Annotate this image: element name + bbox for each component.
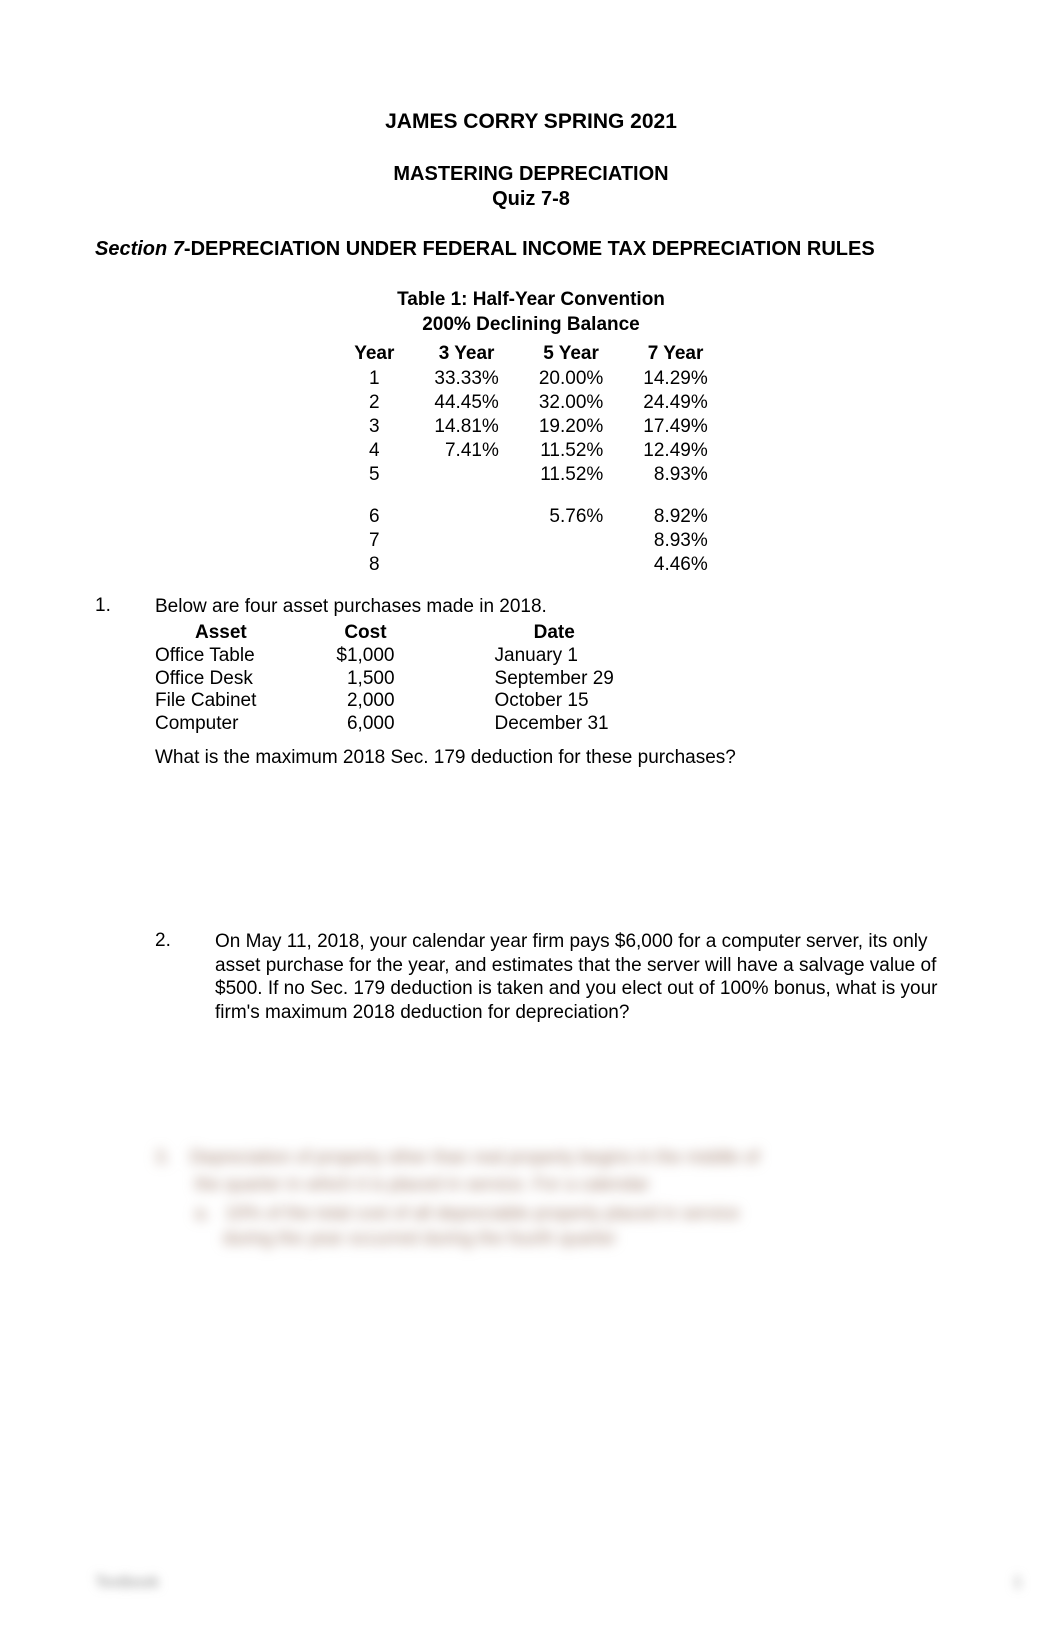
q3-line2: the quarter in which it is placed in ser… (195, 1172, 967, 1197)
q3-sub-marker: a. (195, 1203, 210, 1223)
cell-3year (414, 505, 518, 529)
asset-row: Office Desk 1,500 September 29 (155, 668, 614, 691)
q2-number: 2. (155, 930, 215, 1025)
asset-name-cell: Computer (155, 713, 336, 736)
cell-7year: 8.93% (623, 529, 727, 553)
section-heading: Section 7-DEPRECIATION UNDER FEDERAL INC… (95, 236, 967, 262)
page-header-title: JAMES CORRY SPRING 2021 (95, 110, 967, 134)
table-row: 1 33.33% 20.00% 14.29% (334, 367, 728, 391)
asset-name-cell: File Cabinet (155, 690, 336, 713)
asset-table: Asset Cost Date Office Table $1,000 Janu… (155, 621, 614, 736)
cost-head: Cost (336, 621, 494, 645)
q1-number: 1. (95, 595, 155, 769)
table-header-row: Year 3 Year 5 Year 7 Year (334, 341, 728, 367)
subtitle-line2: Quiz 7-8 (492, 188, 570, 210)
cell-5year: 19.20% (519, 415, 623, 439)
table-row: 8 4.46% (334, 553, 728, 577)
asset-cost-cell: 2,000 (336, 690, 494, 713)
cell-7year: 12.49% (623, 439, 727, 463)
depreciation-table: Year 3 Year 5 Year 7 Year 1 33.33% 20.00… (334, 341, 728, 577)
table1-title: Table 1: Half-Year Convention 200% Decli… (95, 288, 967, 337)
section-dash: - (184, 238, 191, 260)
q3-sub2: during the year occurred during the four… (223, 1226, 616, 1251)
table-row: 7 8.93% (334, 529, 728, 553)
asset-cost-cell: $1,000 (336, 645, 494, 668)
cell-7year: 17.49% (623, 415, 727, 439)
q3-sub1: 10% of the total cost of all depreciable… (225, 1203, 739, 1223)
cell-3year (414, 553, 518, 577)
asset-header-row: Asset Cost Date (155, 621, 614, 645)
cell-5year: 5.76% (519, 505, 623, 529)
section-prefix: Section 7 (95, 238, 184, 260)
table1-title-line2: 200% Declining Balance (422, 314, 640, 335)
col-5year: 5 Year (519, 341, 623, 367)
q1-question-text: What is the maximum 2018 Sec. 179 deduct… (155, 746, 967, 770)
cell-3year (414, 463, 518, 487)
table1-title-line1: Table 1: Half-Year Convention (397, 289, 665, 310)
cell-5year: 32.00% (519, 391, 623, 415)
page-subtitle: MASTERING DEPRECIATION Quiz 7-8 (95, 162, 967, 212)
cell-3year (414, 529, 518, 553)
asset-name-cell: Office Desk (155, 668, 336, 691)
asset-date-cell: September 29 (495, 668, 614, 691)
table-row: 6 5.76% 8.92% (334, 505, 728, 529)
asset-date-cell: October 15 (495, 690, 614, 713)
cell-5year: 11.52% (519, 463, 623, 487)
asset-cost-cell: 6,000 (336, 713, 494, 736)
cell-7year: 8.93% (623, 463, 727, 487)
section-title: DEPRECIATION UNDER FEDERAL INCOME TAX DE… (191, 238, 875, 260)
table-row: 5 11.52% 8.93% (334, 463, 728, 487)
q2-text: On May 11, 2018, your calendar year firm… (215, 930, 967, 1025)
asset-date-cell: January 1 (495, 645, 614, 668)
col-7year: 7 Year (623, 341, 727, 367)
cell-year: 6 (334, 505, 414, 529)
cell-year: 8 (334, 553, 414, 577)
col-year: Year (334, 341, 414, 367)
cell-year: 5 (334, 463, 414, 487)
cell-7year: 8.92% (623, 505, 727, 529)
cell-5year: 20.00% (519, 367, 623, 391)
table-row: 4 7.41% 11.52% 12.49% (334, 439, 728, 463)
cell-7year: 24.49% (623, 391, 727, 415)
cell-5year (519, 553, 623, 577)
footer-right: 1 (1013, 1574, 1022, 1604)
cell-year: 1 (334, 367, 414, 391)
date-head: Date (495, 621, 614, 645)
cell-5year (519, 529, 623, 553)
q1-intro: Below are four asset purchases made in 2… (155, 595, 967, 619)
question-1: 1. Below are four asset purchases made i… (95, 595, 967, 769)
table-row: 2 44.45% 32.00% 24.49% (334, 391, 728, 415)
cell-7year: 14.29% (623, 367, 727, 391)
cell-3year: 44.45% (414, 391, 518, 415)
asset-date-cell: December 31 (495, 713, 614, 736)
subtitle-line1: MASTERING DEPRECIATION (393, 163, 668, 185)
cell-year: 7 (334, 529, 414, 553)
cell-7year: 4.46% (623, 553, 727, 577)
col-3year: 3 Year (414, 341, 518, 367)
table-row: 3 14.81% 19.20% 17.49% (334, 415, 728, 439)
cell-5year: 11.52% (519, 439, 623, 463)
q3-line1: Depreciation of property other than real… (190, 1147, 759, 1167)
cell-year: 2 (334, 391, 414, 415)
footer-left: Textbook (95, 1574, 159, 1604)
asset-row: File Cabinet 2,000 October 15 (155, 690, 614, 713)
blurred-question-3: 3. Depreciation of property other than r… (155, 1145, 967, 1252)
asset-row: Computer 6,000 December 31 (155, 713, 614, 736)
cell-year: 3 (334, 415, 414, 439)
q3-number: 3. (155, 1147, 170, 1167)
q1-body: Below are four asset purchases made in 2… (155, 595, 967, 769)
asset-cost-cell: 1,500 (336, 668, 494, 691)
cell-3year: 14.81% (414, 415, 518, 439)
footer: Textbook 1 (95, 1574, 1022, 1604)
asset-name-cell: Office Table (155, 645, 336, 668)
asset-head: Asset (155, 621, 336, 645)
question-2: 2. On May 11, 2018, your calendar year f… (95, 930, 967, 1025)
cell-year: 4 (334, 439, 414, 463)
asset-row: Office Table $1,000 January 1 (155, 645, 614, 668)
cell-3year: 7.41% (414, 439, 518, 463)
cell-3year: 33.33% (414, 367, 518, 391)
